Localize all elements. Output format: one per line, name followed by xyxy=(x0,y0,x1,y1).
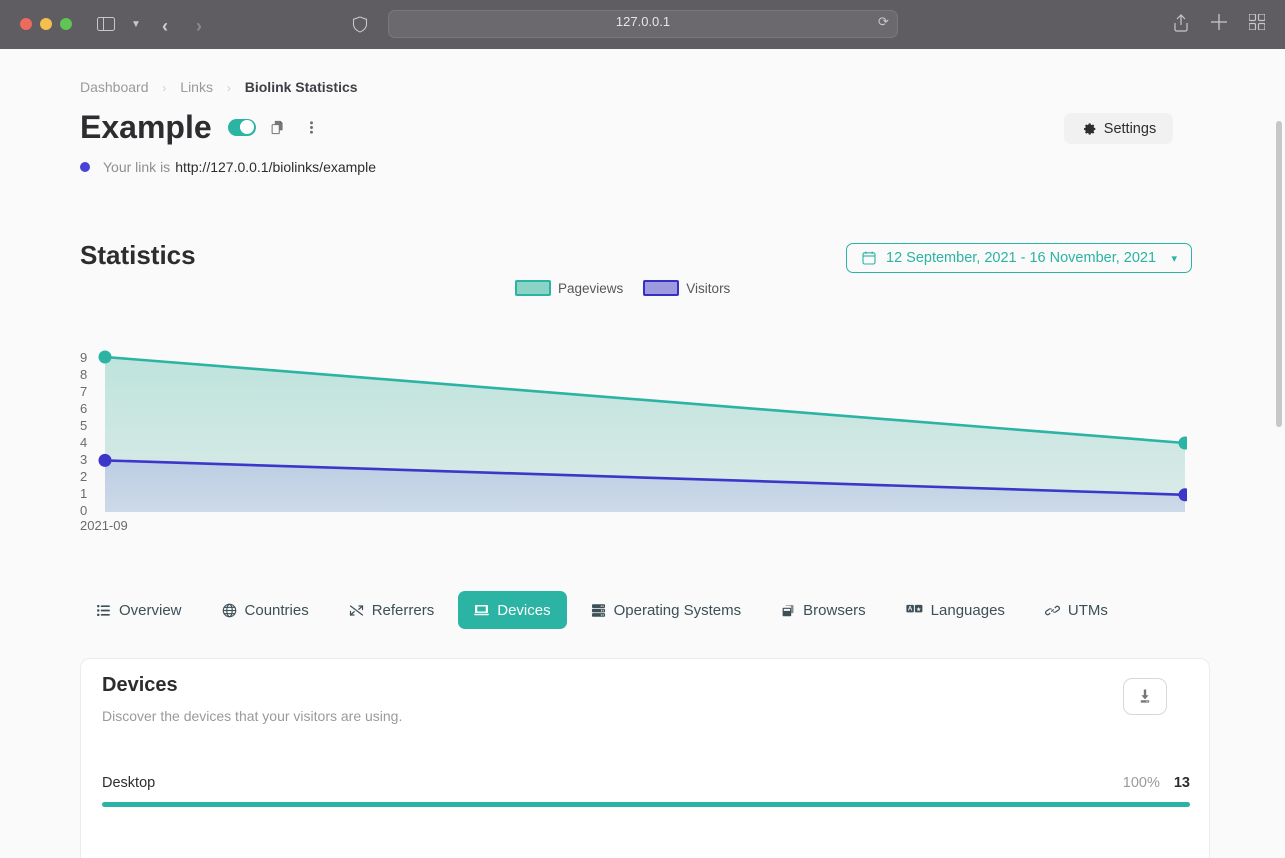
svg-text:A: A xyxy=(908,606,913,613)
